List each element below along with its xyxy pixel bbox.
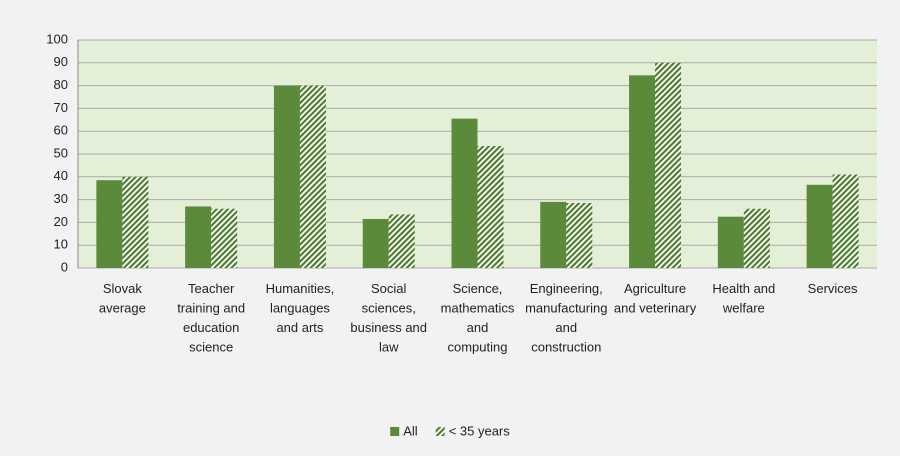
bar [273, 85, 300, 268]
legend-swatch [435, 427, 445, 436]
y-tick-label: 80 [54, 77, 68, 92]
bar [806, 184, 833, 268]
legend-label: < 35 years [449, 423, 511, 438]
legend-label: All [403, 423, 418, 438]
bar [185, 206, 212, 268]
bar [655, 62, 682, 268]
y-tick-label: 70 [54, 100, 68, 115]
bar [743, 208, 770, 268]
x-tick-label: Health and welfare [712, 281, 775, 316]
x-tick-label: Science, mathematics and computing [441, 281, 515, 355]
x-tick-label: Teacher training and education science [177, 281, 245, 355]
bar [832, 174, 859, 268]
legend-swatch [390, 427, 400, 436]
bar [477, 146, 504, 268]
y-tick-label: 50 [54, 145, 68, 160]
y-tick-label: 40 [54, 168, 68, 183]
y-tick-label: 10 [54, 237, 68, 252]
bar [122, 176, 149, 268]
x-tick-label: Humanities, languages and arts [266, 281, 335, 335]
bar [388, 214, 415, 268]
y-tick-label: 0 [61, 259, 68, 274]
y-tick-label: 30 [54, 191, 68, 206]
x-tick-label: Social sciences, business and law [350, 281, 427, 355]
bar [566, 203, 593, 268]
bar [96, 180, 123, 268]
y-tick-label: 60 [54, 123, 68, 138]
y-tick-label: 100 [46, 31, 68, 46]
x-tick-label: Agriculture and veterinary [614, 281, 697, 316]
bar [717, 216, 744, 268]
bar [299, 85, 326, 268]
bar [211, 208, 238, 268]
y-tick-label: 90 [54, 54, 68, 69]
bar [451, 118, 478, 268]
bar [629, 75, 656, 268]
bar [540, 201, 567, 268]
x-tick-label: Services [808, 281, 858, 296]
x-tick-label: Slovak average [99, 281, 146, 316]
y-tick-label: 20 [54, 214, 68, 229]
x-tick-label: Engineering, manufacturing and construction [525, 281, 607, 355]
bar [362, 218, 389, 268]
